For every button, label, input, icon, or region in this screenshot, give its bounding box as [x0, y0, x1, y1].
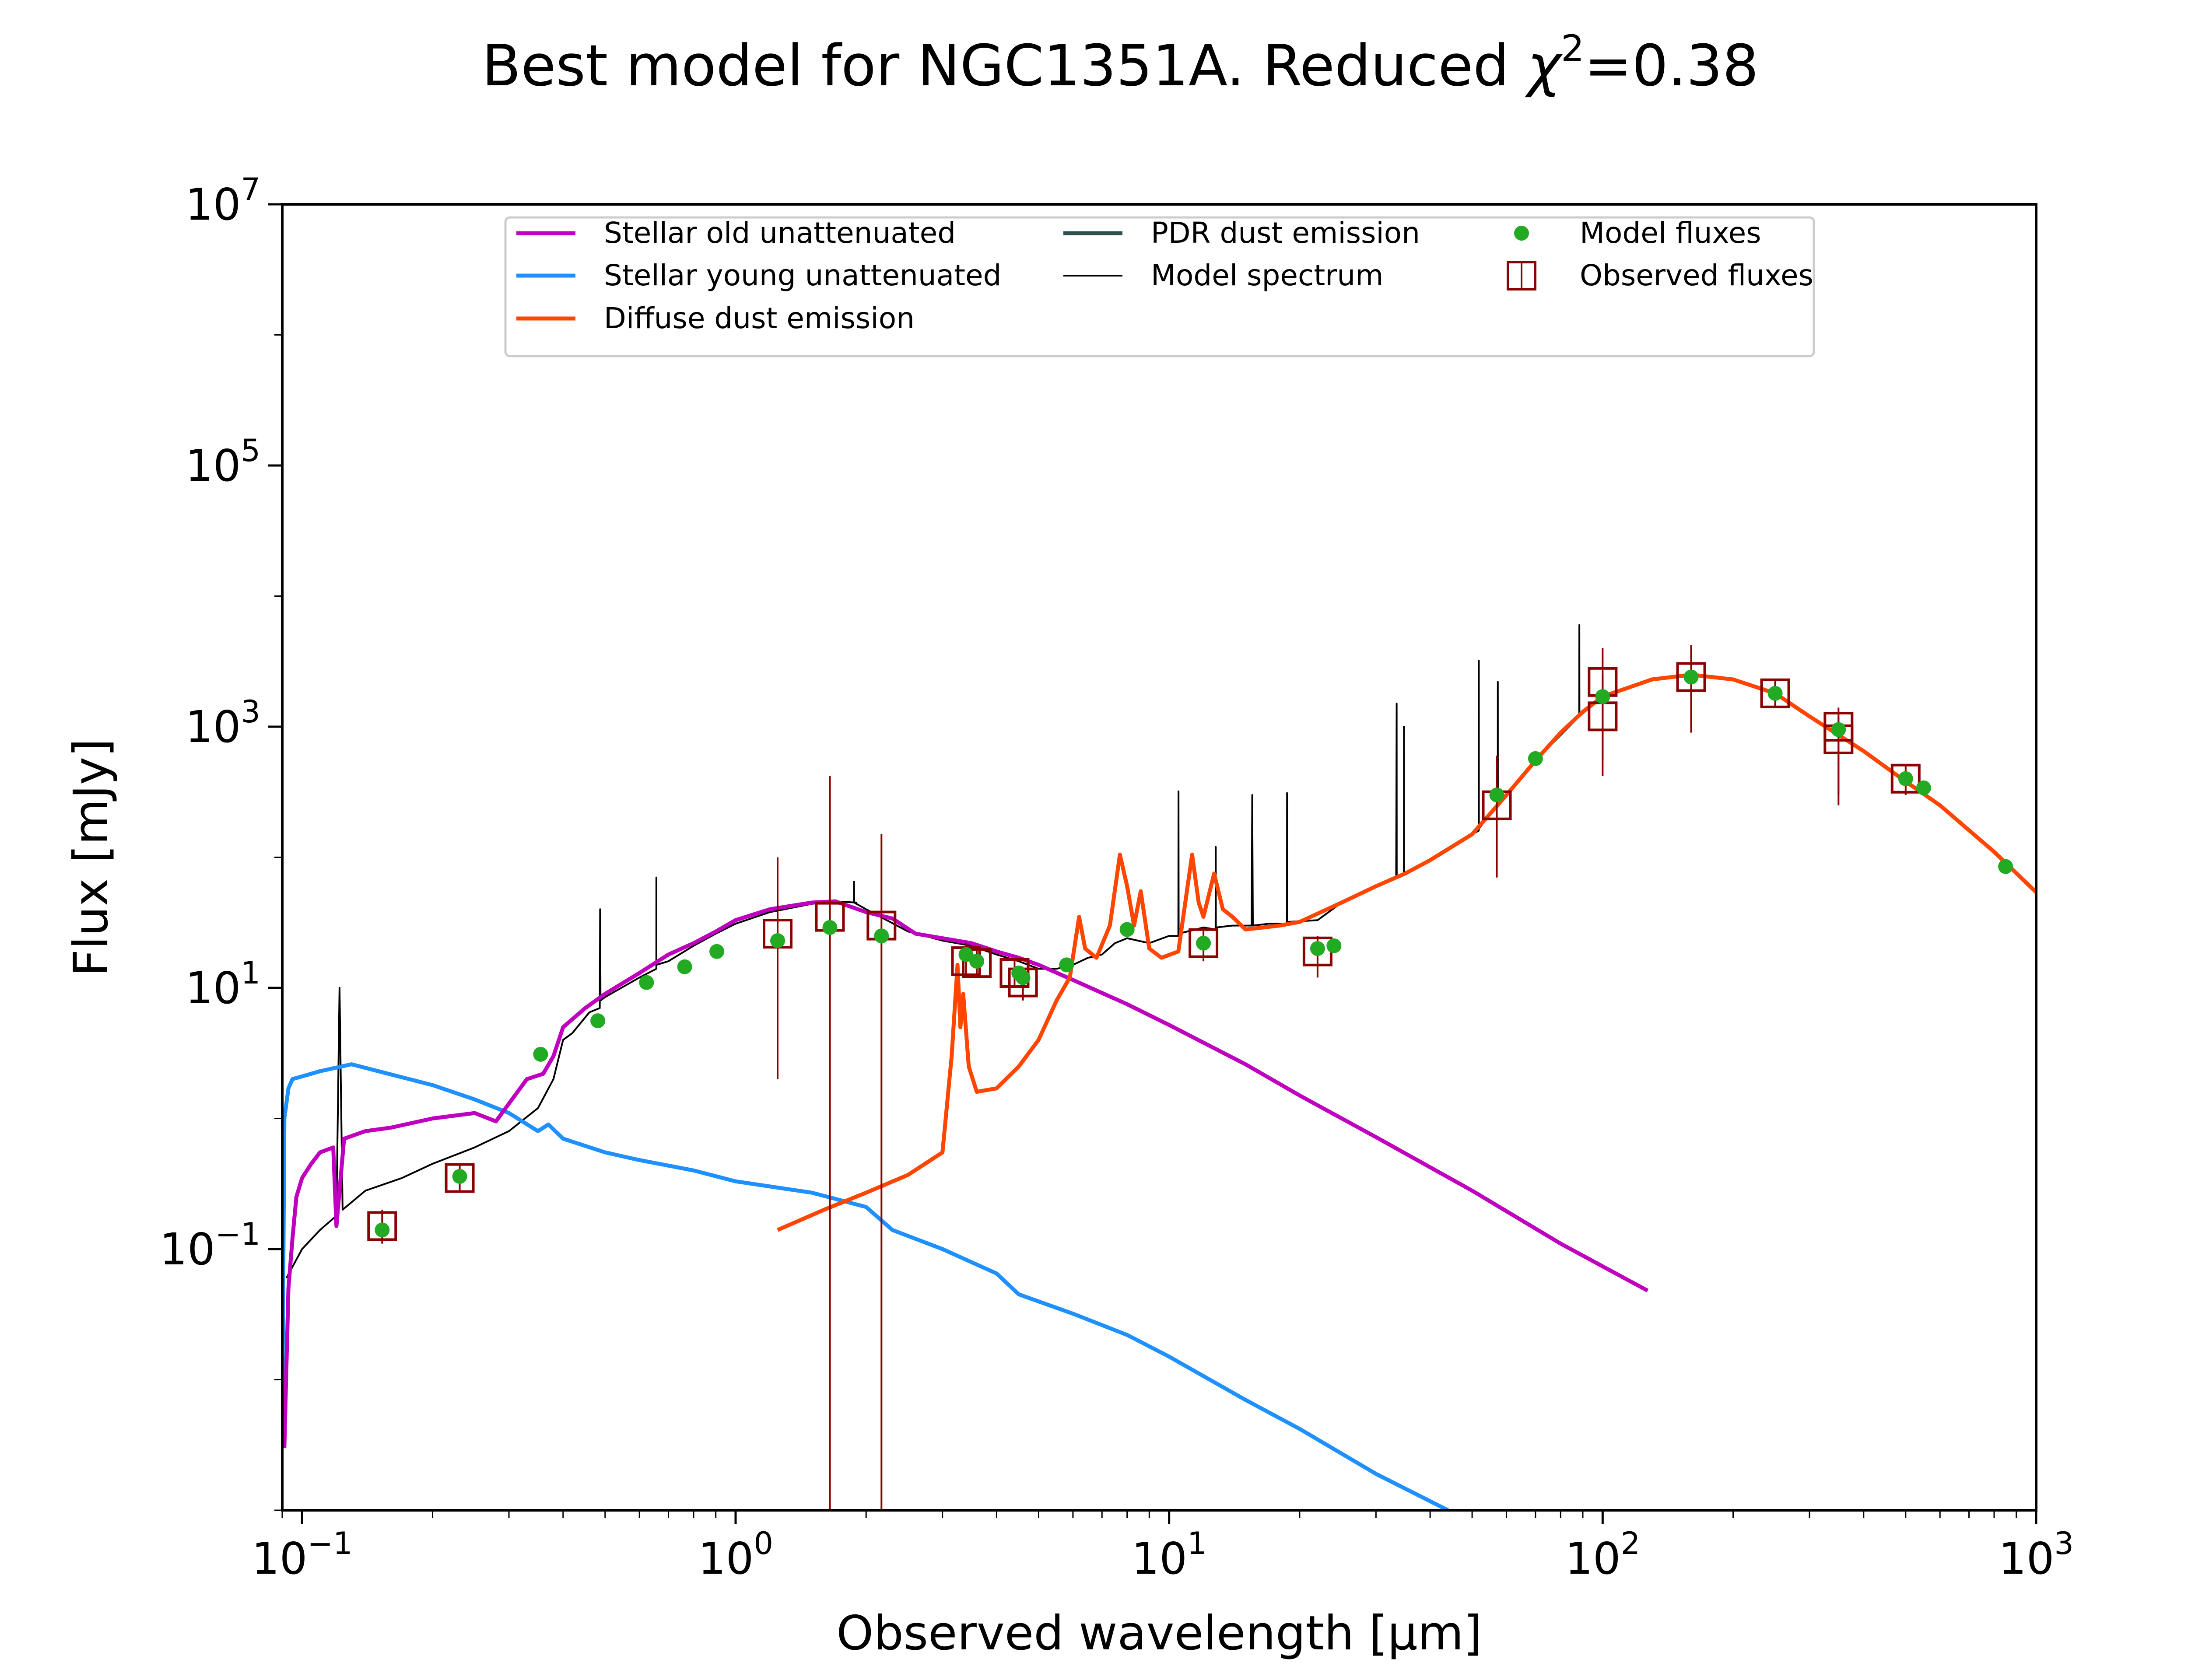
- model-flux-point: [1916, 780, 1931, 795]
- observed-flux-marker: [1890, 763, 1921, 794]
- legend-item-stellar-young-unattenuated: Stellar young unattenuated: [516, 259, 1002, 292]
- model-flux-point: [1015, 970, 1031, 985]
- legend-label: Diffuse dust emission: [604, 301, 915, 335]
- x-axis-label: Observed wavelength [μm]: [836, 1606, 1482, 1661]
- stellar-old-unattenuated-line: [282, 899, 1649, 1448]
- model-flux-point: [1767, 686, 1783, 701]
- legend-item-model-spectrum: Model spectrum: [1063, 259, 1383, 292]
- legend-item-stellar-old-unattenuated: Stellar old unattenuated: [516, 216, 956, 250]
- model-flux-point: [1489, 788, 1504, 803]
- y-axis-ticks: 10−1 101 103 105 107: [160, 172, 282, 1511]
- y-tick-label: 105: [185, 433, 260, 491]
- y-axis-label: Flux [mJy]: [64, 738, 119, 976]
- model-flux-point: [452, 1169, 467, 1184]
- legend-label: Stellar young unattenuated: [604, 259, 1002, 292]
- legend: Stellar old unattenuated Stellar young un…: [504, 216, 1815, 357]
- y-tick-label: 107: [185, 172, 260, 230]
- legend-item-model-fluxes: Model fluxes: [1514, 216, 1761, 250]
- y-tick-label: 101: [185, 955, 260, 1014]
- legend-box: [504, 216, 1815, 357]
- legend-label: Observed fluxes: [1580, 259, 1813, 292]
- legend-item-observed-fluxes: Observed fluxes: [1507, 259, 1813, 292]
- x-axis-ticks: 10−1 100 101 102 103: [252, 1510, 2074, 1584]
- model-flux-point: [375, 1222, 390, 1238]
- model-flux-point: [1196, 935, 1211, 951]
- x-tick-label: 10−1: [252, 1526, 352, 1584]
- x-tick-label: 100: [698, 1526, 773, 1584]
- y-tick-label: 103: [185, 694, 260, 752]
- marker-layer: [367, 645, 2013, 1510]
- legend-label: PDR dust emission: [1151, 216, 1420, 250]
- observed-flux-marker: [1760, 678, 1790, 708]
- model-flux-point: [958, 947, 974, 962]
- model-spectrum-line: [285, 624, 2036, 1279]
- plot-area: [282, 204, 2036, 1510]
- model-flux-point: [1528, 751, 1543, 766]
- legend-item-diffuse-dust-emission: Diffuse dust emission: [516, 301, 915, 335]
- model-flux-point: [1310, 941, 1325, 956]
- series-layer: [282, 624, 2036, 1510]
- model-flux-point: [770, 933, 785, 948]
- x-tick-label: 101: [1132, 1526, 1207, 1584]
- chart-title: Best model for NGC1351A. Reduced χ2=0.38: [482, 27, 1759, 99]
- model-flux-point: [1059, 957, 1074, 973]
- diffuse-dust-emission-line: [777, 672, 2036, 1232]
- observed-flux-marker: [1823, 712, 1854, 742]
- model-flux-point: [969, 954, 985, 969]
- observed-flux-marker: [1189, 928, 1219, 958]
- model-flux-point: [1998, 859, 2013, 874]
- legend-item-pdr-dust-emission: PDR dust emission: [1063, 216, 1420, 250]
- legend-label: Stellar old unattenuated: [604, 216, 956, 250]
- observed-flux-marker: [962, 948, 992, 978]
- model-flux-point: [1326, 938, 1342, 953]
- model-flux-point: [677, 959, 692, 974]
- x-tick-label: 103: [1999, 1526, 2074, 1584]
- legend-label: Model spectrum: [1151, 259, 1383, 292]
- legend-swatch: [1514, 226, 1529, 241]
- model-flux-point: [1119, 922, 1135, 937]
- legend-swatch: [1507, 261, 1536, 290]
- model-flux-point: [1831, 722, 1846, 737]
- model-flux-point: [1683, 669, 1699, 685]
- model-flux-point: [874, 928, 889, 944]
- observed-flux-marker: [1676, 662, 1706, 692]
- y-tick-label: 10−1: [160, 1216, 260, 1275]
- observed-flux-marker: [445, 1163, 475, 1193]
- x-tick-label: 102: [1565, 1526, 1640, 1584]
- model-flux-point: [709, 944, 725, 959]
- model-flux-point: [1595, 689, 1610, 704]
- observed-flux-marker: [367, 1211, 397, 1241]
- model-flux-point: [1898, 771, 1913, 786]
- legend-label: Model fluxes: [1580, 216, 1761, 250]
- model-flux-point: [822, 920, 838, 935]
- stellar-young-unattenuated-line: [282, 1062, 1449, 1510]
- model-flux-point: [533, 1046, 548, 1062]
- model-flux-point: [639, 975, 654, 990]
- model-flux-point: [590, 1013, 606, 1029]
